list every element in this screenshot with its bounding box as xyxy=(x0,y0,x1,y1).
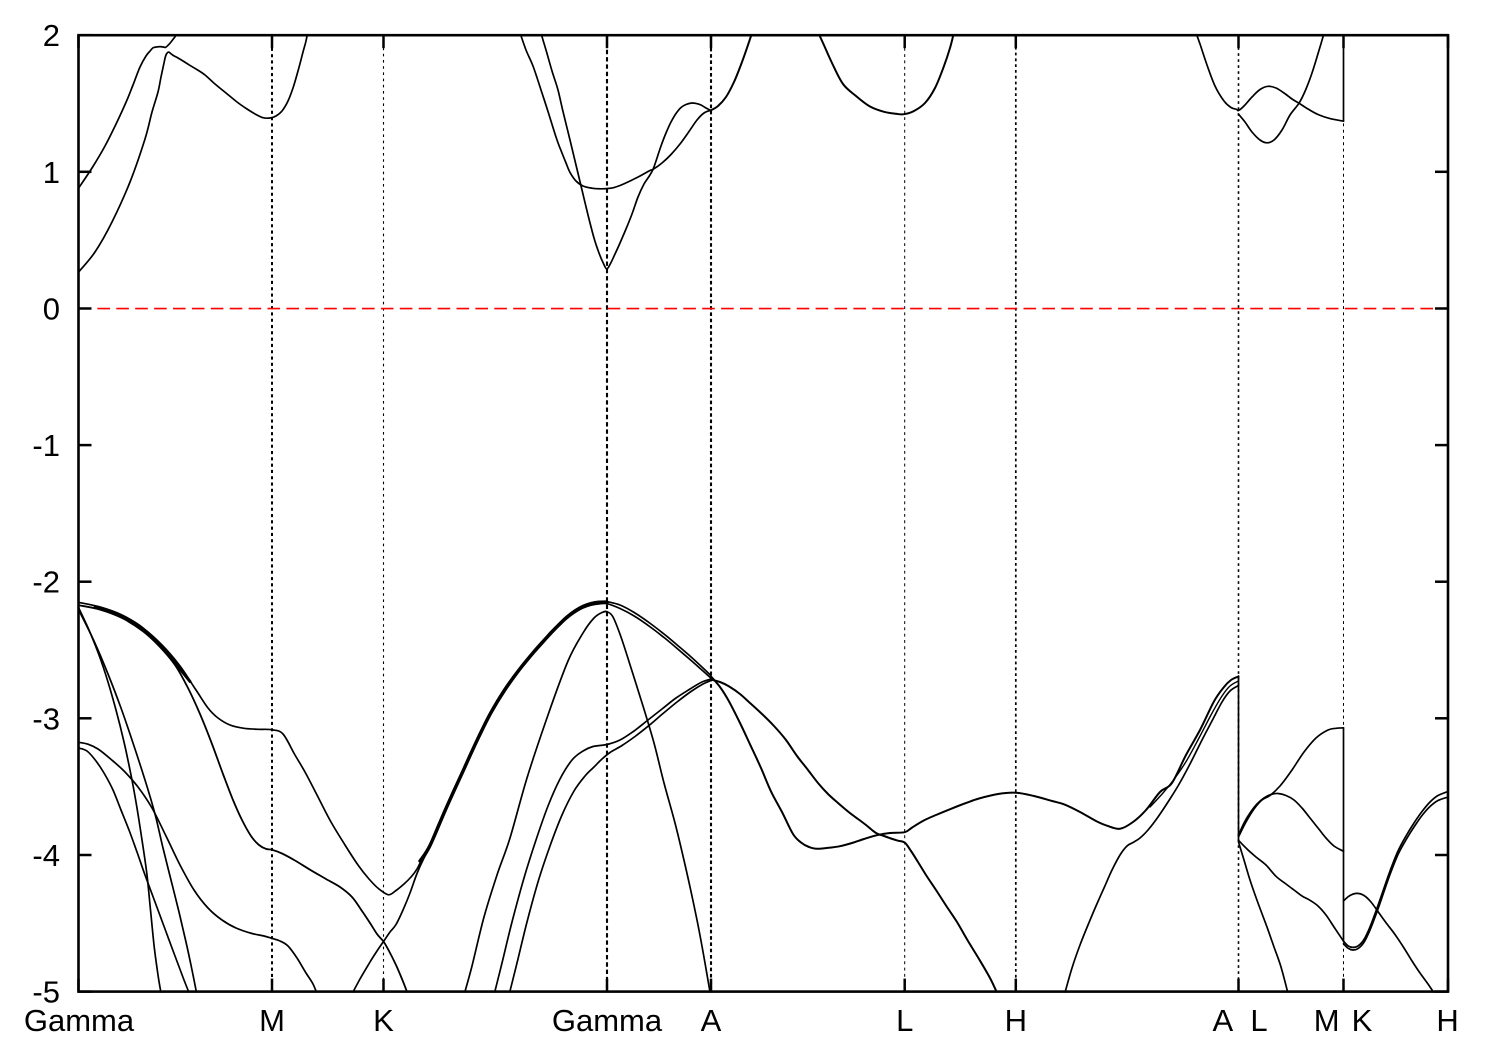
svg-text:-3: -3 xyxy=(32,701,60,736)
svg-text:2: 2 xyxy=(43,18,60,53)
svg-text:K: K xyxy=(1352,1003,1373,1038)
svg-text:0: 0 xyxy=(43,292,60,327)
svg-text:-2: -2 xyxy=(32,565,60,600)
svg-text:L: L xyxy=(1250,1003,1267,1038)
svg-text:K: K xyxy=(373,1003,394,1038)
svg-text:Gamma: Gamma xyxy=(24,1003,135,1038)
svg-text:-4: -4 xyxy=(32,838,60,873)
svg-text:M: M xyxy=(1314,1003,1340,1038)
svg-text:M: M xyxy=(259,1003,285,1038)
svg-text:Gamma: Gamma xyxy=(552,1003,663,1038)
svg-text:H: H xyxy=(1005,1003,1027,1038)
svg-text:-5: -5 xyxy=(32,975,60,1010)
svg-text:H: H xyxy=(1436,1003,1458,1038)
svg-text:L: L xyxy=(896,1003,913,1038)
svg-text:A: A xyxy=(701,1003,722,1038)
svg-text:A: A xyxy=(1213,1003,1234,1038)
svg-text:1: 1 xyxy=(43,155,60,190)
svg-text:-1: -1 xyxy=(32,428,60,463)
